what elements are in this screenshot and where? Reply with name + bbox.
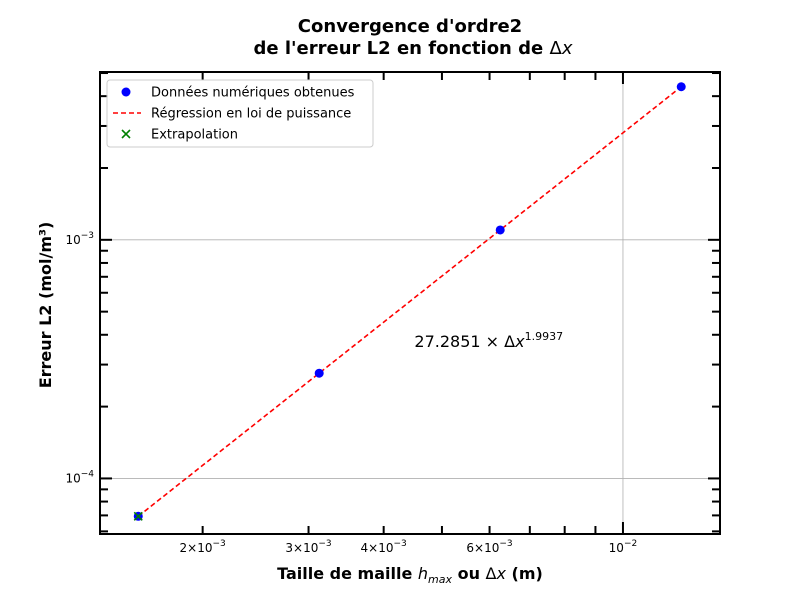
y-tick-label: 10−4 <box>65 469 94 485</box>
plot-area <box>99 71 721 535</box>
xlabel-part2: ou <box>452 564 486 583</box>
y-tick-label: 10−3 <box>65 231 94 247</box>
legend-items: Données numériques obtenues Régression en… <box>113 86 355 143</box>
x-tick-label: 2×10−3 <box>180 539 226 555</box>
xlabel-x: x <box>496 564 507 583</box>
data-point <box>495 225 505 235</box>
legend-item: Données numériques obtenues <box>121 86 355 101</box>
legend-item: Régression en loi de puissance <box>113 107 351 122</box>
legend-label: Données numériques obtenues <box>151 86 355 101</box>
x-tick-label: 3×10−3 <box>285 539 331 555</box>
x-tick-labels: 2×10−3 3×10−3 4×10−3 6×10−3 10−2 <box>180 539 638 555</box>
extrapolation-point <box>133 511 143 521</box>
regression-line <box>137 86 682 517</box>
xlabel-part3: (m) <box>506 564 543 583</box>
xlabel-sub-max: max <box>428 573 452 586</box>
x-tick-label: 10−2 <box>609 539 638 555</box>
legend: Données numériques obtenues Régression en… <box>106 79 374 148</box>
data-point <box>676 82 686 92</box>
data-point <box>314 368 324 378</box>
title-delta-symbol: Δ <box>550 38 563 59</box>
x-axis-label: Taille de maille hmax ou Δx (m) <box>277 564 543 586</box>
regression-annotation: 27.2851 × Δx1.9937 <box>414 330 563 351</box>
y-tick-labels: 10−4 10−3 <box>65 231 94 486</box>
xlabel-delta: Δ <box>486 564 497 583</box>
series-layer <box>133 82 686 521</box>
x-tick-label: 6×10−3 <box>466 539 512 555</box>
grid-lines <box>100 72 720 534</box>
xlabel-h: h <box>418 564 428 583</box>
legend-item: Extrapolation <box>121 128 238 143</box>
plot-background <box>100 72 720 534</box>
chart-title-line2-text: de l'erreur L2 en fonction de <box>254 38 550 59</box>
x-tick-label: 4×10−3 <box>361 539 407 555</box>
annotation-x: x <box>514 332 525 351</box>
title-x-symbol: x <box>561 38 573 59</box>
chart-title-line1: Convergence d'ordre2 <box>298 16 522 37</box>
annotation-exponent: 1.9937 <box>525 330 564 343</box>
legend-x-swatch <box>121 129 131 139</box>
legend-label: Régression en loi de puissance <box>151 107 351 122</box>
annotation-times: × Δ <box>481 332 516 351</box>
legend-label: Extrapolation <box>151 128 238 143</box>
major-ticks <box>100 72 720 534</box>
minor-ticks <box>100 72 720 534</box>
annotation-coef: 27.2851 <box>414 332 480 351</box>
chart-title-line2: de l'erreur L2 en fonction de Δx <box>254 38 573 59</box>
xlabel-part1: Taille de maille <box>277 564 418 583</box>
plot-frame <box>99 71 721 535</box>
legend-circle-swatch <box>121 87 131 97</box>
legend-box <box>106 79 374 148</box>
y-axis-label: Erreur L2 (mol/m³) <box>36 222 55 389</box>
